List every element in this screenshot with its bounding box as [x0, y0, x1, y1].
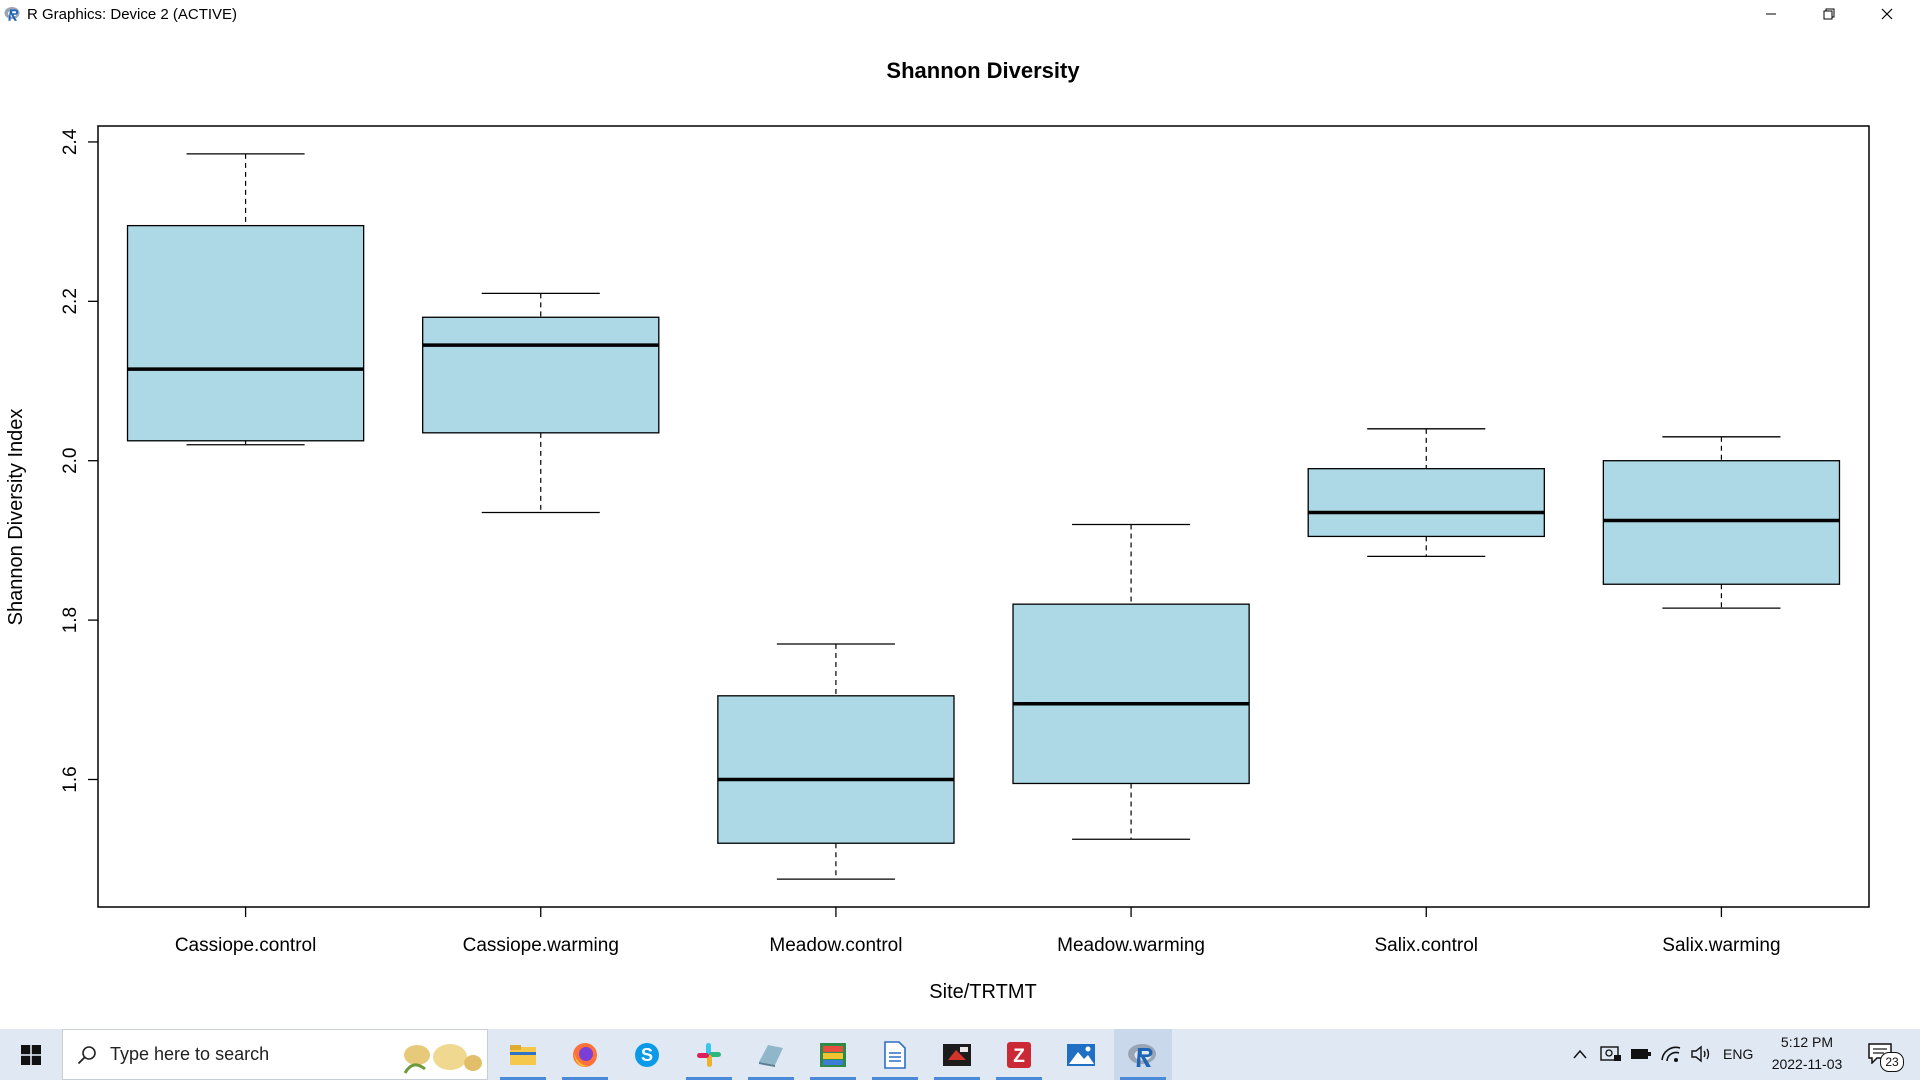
skype-button[interactable]: S: [618, 1029, 676, 1080]
x-axis-label: Site/TRTMT: [929, 981, 1036, 1003]
x-tick-label: Cassiope.warming: [463, 935, 619, 956]
firefox-icon: [573, 1042, 597, 1067]
minimize-icon: [1766, 13, 1776, 15]
box-1: [126, 153, 365, 446]
search-icon: [77, 1046, 96, 1065]
iqr-box: [717, 695, 955, 844]
y-tick-label: 2.0: [60, 448, 81, 474]
x-tick-label: Cassiope.control: [175, 935, 317, 956]
restore-icon: [1823, 8, 1835, 20]
box-4: [1012, 523, 1250, 840]
window-title: R Graphics: Device 2 (ACTIVE): [27, 6, 238, 23]
running-indicator: [996, 1077, 1042, 1080]
running-indicator: [748, 1077, 794, 1080]
r-icon: [1128, 1043, 1156, 1067]
y-axis: 1.6 1.8 2.0 2.2 2.4: [60, 128, 98, 793]
windows-logo-icon: [21, 1044, 41, 1065]
running-indicator: [500, 1077, 546, 1080]
document-icon: [884, 1040, 906, 1069]
box-5: [1307, 428, 1545, 557]
notification-icon: [1868, 1043, 1892, 1064]
zotero-icon: Z: [1007, 1041, 1031, 1068]
r-button[interactable]: [1114, 1029, 1172, 1080]
taskbar-search-box[interactable]: Type here to search: [62, 1029, 488, 1080]
wifi-icon[interactable]: [1660, 1044, 1682, 1064]
show-hidden-icons-icon[interactable]: [1572, 1047, 1588, 1061]
iqr-box: [1307, 468, 1545, 538]
box-3: [717, 643, 955, 880]
media-button[interactable]: [928, 1029, 986, 1080]
iqr-box: [1012, 603, 1250, 785]
skype-icon: S: [635, 1042, 659, 1067]
clock-time[interactable]: 5:12 PM: [1780, 1034, 1834, 1050]
x-tick-label: Salix.warming: [1662, 935, 1780, 956]
restore-button[interactable]: [1800, 0, 1858, 28]
iqr-box: [422, 316, 660, 434]
boxes: [126, 153, 1841, 880]
running-indicator: [686, 1077, 732, 1080]
language-indicator[interactable]: ENG: [1723, 1046, 1754, 1062]
battery-icon[interactable]: [1630, 1047, 1652, 1061]
app-icon: [759, 1044, 783, 1067]
x-tick-label: Salix.control: [1375, 935, 1479, 956]
spreadsheet-button[interactable]: [804, 1029, 862, 1080]
photos-button[interactable]: [1052, 1029, 1110, 1080]
meet-now-icon[interactable]: [1600, 1044, 1622, 1064]
y-tick-label: 1.6: [60, 766, 81, 792]
app-button[interactable]: [742, 1029, 800, 1080]
close-icon: [1881, 8, 1893, 20]
svg-text:S: S: [641, 1045, 653, 1065]
window-titlebar: R Graphics: Device 2 (ACTIVE): [0, 0, 1920, 28]
y-tick-label: 2.2: [60, 288, 81, 314]
running-indicator: [934, 1077, 980, 1080]
y-tick-label: 1.8: [60, 607, 81, 633]
y-axis-label: Shannon Diversity Index: [5, 409, 27, 626]
iqr-box: [1602, 460, 1841, 585]
running-indicator: [1120, 1077, 1166, 1080]
x-axis: Cassiope.control Cassiope.warming Meadow.c…: [175, 907, 1781, 956]
start-button[interactable]: [0, 1029, 62, 1080]
x-tick-label: Meadow.control: [769, 935, 902, 956]
slack-icon: [697, 1042, 721, 1067]
slack-button[interactable]: [680, 1029, 738, 1080]
close-button[interactable]: [1858, 0, 1916, 28]
minimize-button[interactable]: [1742, 0, 1800, 28]
box-6: [1602, 436, 1841, 609]
plot-frame: [97, 125, 1870, 908]
firefox-button[interactable]: [556, 1029, 614, 1080]
media-icon: [943, 1043, 971, 1066]
taskbar: Type here to search S: [0, 1029, 1920, 1080]
clock-date[interactable]: 2022-11-03: [1771, 1056, 1843, 1072]
file-explorer-icon: [510, 1044, 536, 1065]
zotero-button[interactable]: Z: [990, 1029, 1048, 1080]
chart-title: Shannon Diversity: [886, 58, 1080, 83]
y-tick-label: 2.4: [60, 128, 81, 155]
notification-count-badge: 23: [1880, 1052, 1904, 1072]
boxplot-chart: Shannon Diversity 1.6 1.8 2.0 2.2 2.4 Cassio…: [5, 58, 1870, 1003]
x-tick-label: Meadow.warming: [1057, 935, 1205, 956]
running-indicator: [810, 1077, 856, 1080]
notifications-button[interactable]: 23: [1860, 1041, 1908, 1072]
file-explorer-button[interactable]: [494, 1029, 552, 1080]
iqr-box: [126, 224, 365, 442]
running-indicator: [562, 1077, 608, 1080]
box-2: [422, 292, 660, 514]
spreadsheet-icon: [820, 1042, 846, 1067]
svg-text:Z: Z: [1013, 1046, 1025, 1067]
search-placeholder: Type here to search: [110, 1044, 270, 1064]
photos-icon: [1067, 1043, 1095, 1066]
search-highlight-icon: [403, 1044, 482, 1074]
volume-icon[interactable]: [1690, 1044, 1712, 1064]
document-button[interactable]: [866, 1029, 924, 1080]
running-indicator: [872, 1077, 918, 1080]
r-logo-icon: [4, 7, 20, 21]
